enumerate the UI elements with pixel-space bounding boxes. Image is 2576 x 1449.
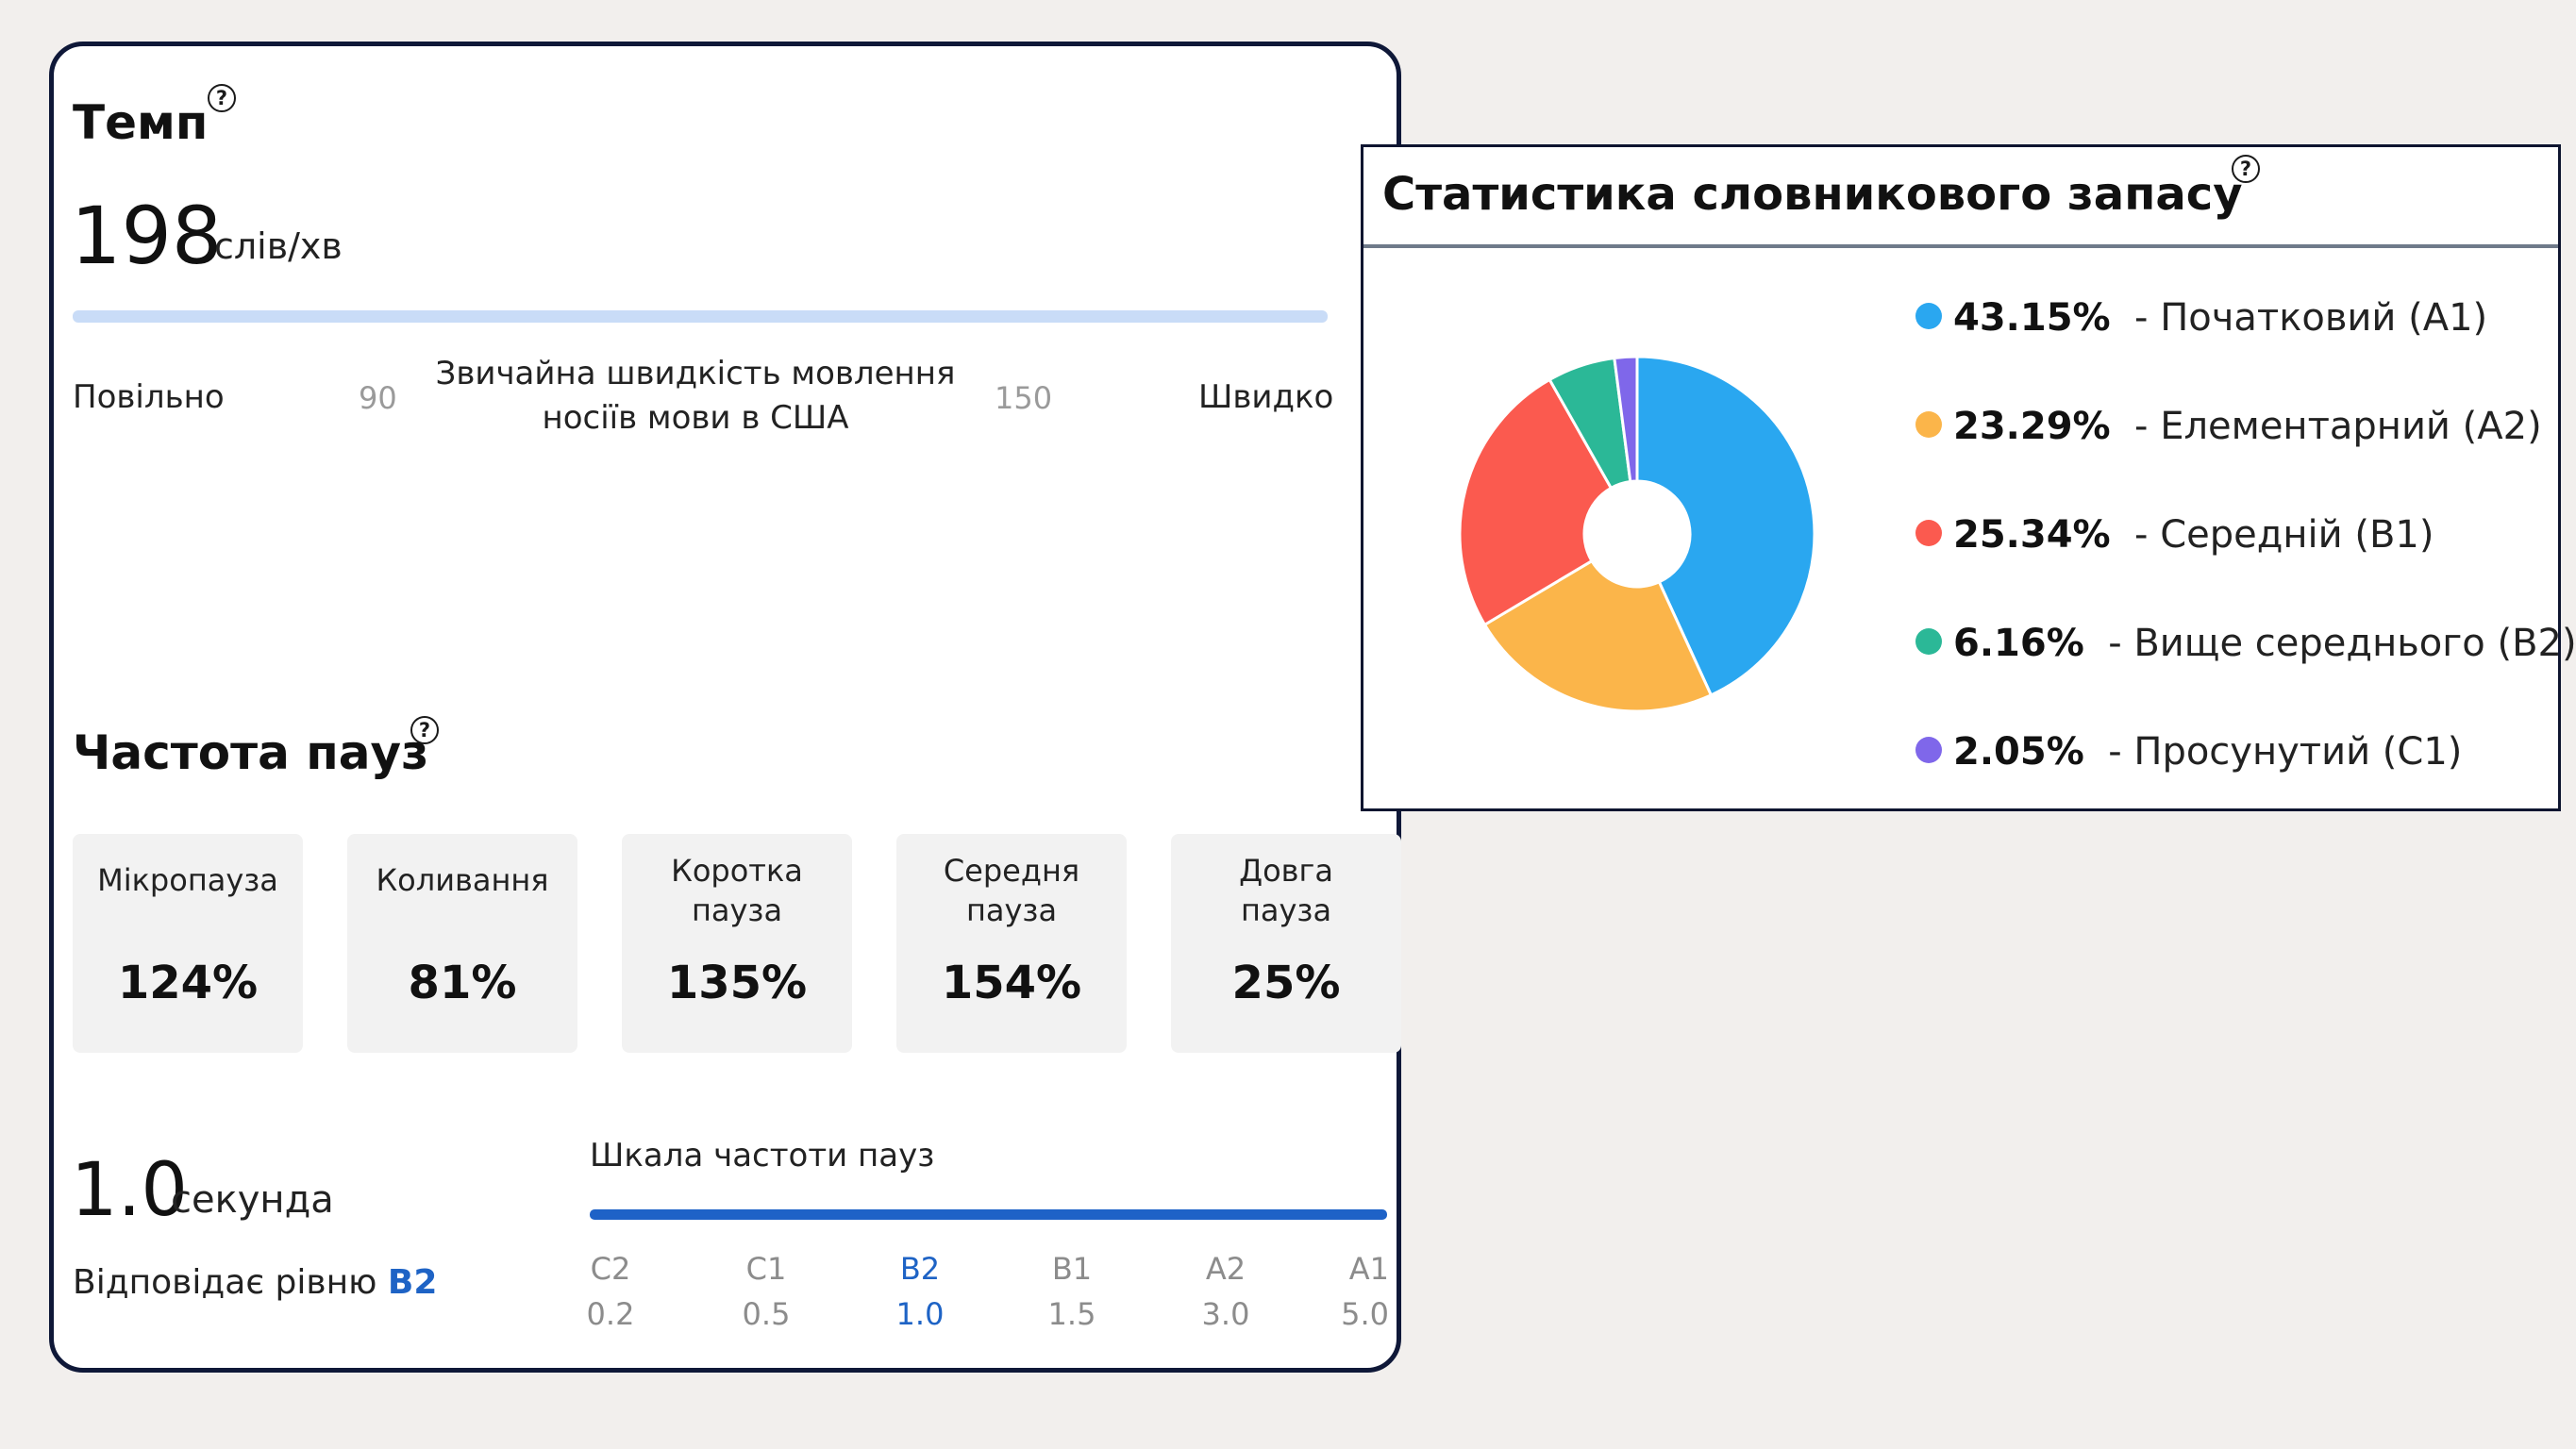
tempo-fast-label: Швидко [1198,378,1334,416]
pause-seconds-value: 1.0 [71,1148,189,1233]
legend-label: - Просунутий (C1) [2108,730,2463,774]
legend-percent: 23.29% [1953,405,2111,448]
pause-scale-level: B2 [899,1251,941,1287]
vocabulary-pie-chart [1458,355,1816,713]
vocabulary-divider [1363,244,2558,248]
legend-item-a1: 43.15% - Початковий (A1) [1915,296,2487,340]
pause-scale-level: C2 [590,1251,631,1287]
pause-scale-value: 1.5 [1047,1296,1096,1332]
tempo-scale-bar [73,310,1328,323]
pause-box-hesitation: Коливання 81% [347,834,577,1053]
pause-scale-col-c1: C1 0.5 [724,1246,809,1337]
pause-box-value: 81% [408,957,517,1009]
legend-dot [1915,303,1942,329]
tempo-min-value: 90 [359,380,397,416]
legend-percent: 6.16% [1953,622,2084,665]
pause-level-prefix: Відповідає рівню [73,1263,377,1302]
pause-scale-col-b2: B2 1.0 [878,1246,962,1337]
pause-scale-value: 5.0 [1341,1296,1389,1332]
pause-box-value: 124% [117,957,259,1009]
tempo-middle-label: Звичайна швидкість мовлення носіїв мови … [435,355,956,437]
tempo-slow-label: Повільно [73,378,225,416]
pause-scale-level: A1 [1348,1251,1389,1287]
legend-label: - Елементарний (A2) [2134,405,2542,448]
pause-box-label: Мікропауза [97,862,278,898]
legend-item-b1: 25.34% - Середній (B1) [1915,513,2434,557]
tempo-pause-card: Темп ? 198 слів/хв Повільно 90 Звичайна … [49,42,1401,1373]
pause-scale-bar [590,1209,1387,1220]
tempo-title: Темп [73,95,209,150]
tempo-max-value: 150 [995,380,1053,416]
legend-label: - Середній (B1) [2134,513,2434,557]
legend-dot [1915,411,1942,438]
pause-box-micro: Мікропауза 124% [73,834,303,1053]
pause-scale-title: Шкала частоти пауз [590,1137,935,1174]
pause-frequency-title: Частота пауз [73,725,429,780]
pie-slice-5[interactable] [1613,355,1639,484]
tempo-value: 198 [71,190,223,282]
pause-box-label: Коротка пауза [671,853,803,928]
pause-level-text: Відповідає рівню B2 [73,1263,437,1302]
pie-slice-3[interactable] [1458,377,1614,627]
pause-scale-value: 0.5 [742,1296,791,1332]
pause-scale-col-b1: B1 1.5 [1029,1246,1114,1337]
legend-item-a2: 23.29% - Елементарний (A2) [1915,405,2542,448]
pie-slice-2[interactable] [1482,558,1714,713]
legend-label: - Вище середнього (B2) [2108,622,2576,665]
legend-percent: 2.05% [1953,730,2084,774]
legend-dot [1915,737,1942,763]
pause-scale-level: A2 [1205,1251,1246,1287]
pause-box-medium: Середня пауза 154% [896,834,1127,1053]
pause-box-label: Довга пауза [1239,853,1333,928]
legend-label: - Початковий (A1) [2134,296,2488,340]
pause-scale-col-c2: C2 0.2 [568,1246,653,1337]
vocabulary-stats-card: Статистика словникового запасу ? 43.15% … [1361,144,2576,811]
pause-seconds-unit: секунда [171,1178,334,1222]
tempo-help-icon[interactable]: ? [208,84,236,112]
pause-box-long: Довга пауза 25% [1171,834,1401,1053]
pause-help-icon[interactable]: ? [410,716,439,744]
pause-level-code: B2 [387,1263,438,1302]
pause-box-value: 25% [1231,957,1341,1009]
pause-box-value: 154% [941,957,1082,1009]
vocabulary-title: Статистика словникового запасу [1382,168,2243,221]
legend-dot [1915,520,1942,546]
legend-dot [1915,628,1942,655]
pause-scale-col-a2: A2 3.0 [1183,1246,1268,1337]
pause-scale-value: 3.0 [1201,1296,1250,1332]
legend-item-c1: 2.05% - Просунутий (C1) [1915,730,2462,774]
pause-box-value: 135% [666,957,808,1009]
pause-scale-col-a1: A1 5.0 [1321,1246,1389,1337]
pause-scale-value: 1.0 [895,1296,945,1332]
tempo-unit: слів/хв [214,225,343,267]
pause-box-label: Коливання [376,862,549,898]
legend-percent: 25.34% [1953,513,2111,557]
pause-scale-level: C1 [745,1251,787,1287]
pause-scale-level: B1 [1051,1251,1093,1287]
pause-box-short: Коротка пауза 135% [622,834,852,1053]
vocabulary-help-icon[interactable]: ? [2232,155,2260,183]
legend-item-b2: 6.16% - Вище середнього (B2) [1915,622,2576,665]
pause-box-label: Середня пауза [943,853,1080,928]
legend-percent: 43.15% [1953,296,2111,340]
pie-slice-1[interactable] [1635,355,1816,697]
pause-scale-value: 0.2 [586,1296,635,1332]
